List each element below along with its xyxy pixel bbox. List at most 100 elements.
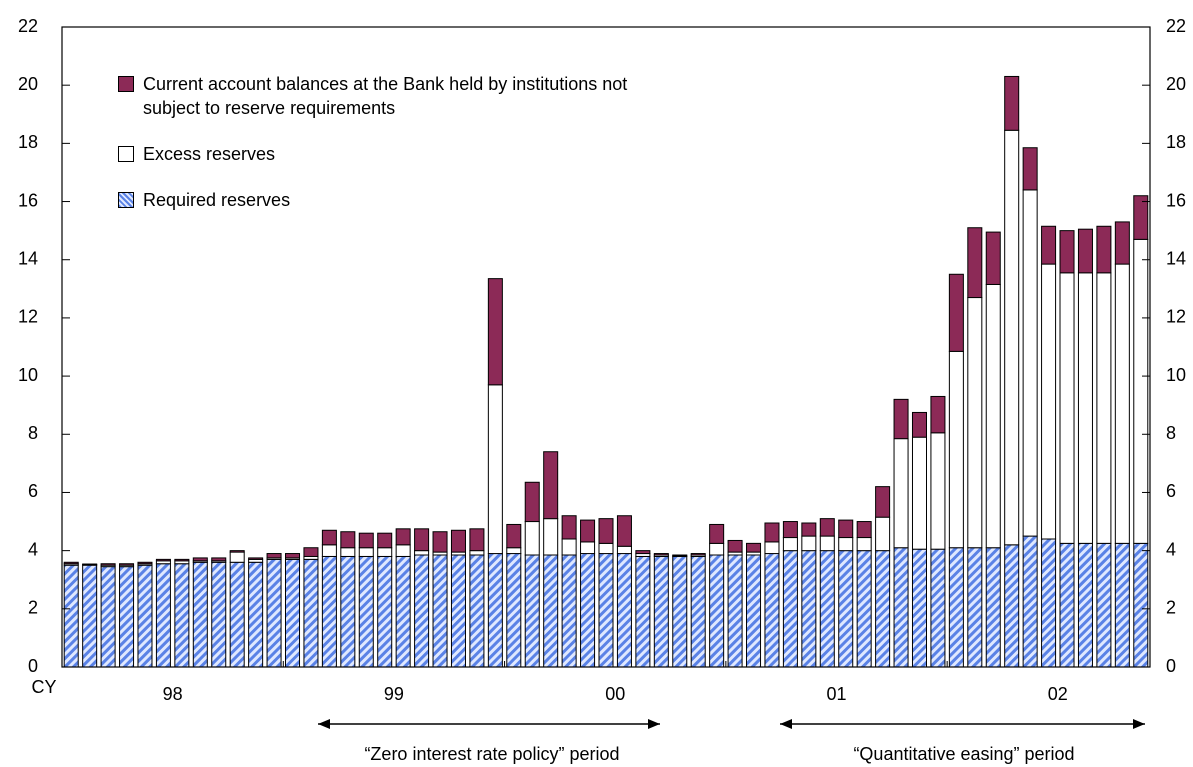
y-tick-label: 8 — [28, 423, 38, 443]
bar-segment — [948, 350, 964, 549]
bar-segment — [340, 555, 356, 668]
bar-segment — [395, 555, 411, 668]
bar-segment — [487, 278, 503, 386]
bar-segment — [524, 521, 540, 556]
bar-segment — [819, 535, 835, 552]
bar-segment — [561, 554, 577, 668]
y-tick-label: 10 — [18, 365, 38, 385]
bar-segment — [856, 550, 872, 668]
bar-segment — [1133, 195, 1149, 240]
bar-segment — [672, 555, 688, 668]
bar-segment — [967, 547, 983, 668]
bar-segment — [414, 550, 430, 556]
bar-segment — [948, 547, 964, 668]
bar-segment — [967, 297, 983, 549]
y-tick-label: 16 — [18, 190, 38, 210]
bar-segment — [543, 451, 559, 520]
bar-segment — [192, 561, 208, 668]
bar-segment — [709, 554, 725, 668]
bar-segment — [192, 557, 208, 562]
bar-segment — [598, 518, 614, 544]
legend-entry: Required reserves — [118, 188, 643, 212]
bar-segment — [358, 547, 374, 557]
bar-segment — [248, 557, 264, 560]
bar-segment — [285, 553, 301, 559]
bar-segment — [727, 539, 743, 553]
bar-segment — [469, 528, 485, 552]
bar-segment — [1096, 225, 1112, 274]
bar-segment — [119, 563, 135, 566]
bar-segment — [1059, 230, 1075, 274]
bar-segment — [174, 558, 190, 562]
bar-segment — [893, 547, 909, 668]
legend: Current account balances at the Bank hel… — [118, 72, 643, 212]
bar-segment — [266, 558, 282, 668]
bar-segment — [321, 544, 337, 557]
bar-segment — [1133, 542, 1149, 668]
y-tick-label: 14 — [18, 248, 38, 268]
bar-segment — [229, 561, 245, 668]
bar-segment — [598, 542, 614, 555]
bar-segment — [709, 523, 725, 544]
bar-segment — [469, 554, 485, 668]
bar-segment — [229, 551, 245, 563]
bar-segment — [580, 519, 596, 543]
bar-segment — [1114, 221, 1130, 265]
bar-segment — [764, 541, 780, 555]
y2-tick-label: 14 — [1166, 248, 1186, 268]
bar-segment — [63, 561, 79, 565]
bar-segment — [432, 554, 448, 668]
bar-segment — [930, 548, 946, 668]
bar-segment — [616, 545, 632, 555]
bar-segment — [580, 553, 596, 668]
bar-segment — [229, 550, 245, 553]
bar-segment — [801, 535, 817, 552]
bar-segment — [819, 518, 835, 537]
bar-segment — [561, 538, 577, 556]
bar-segment — [100, 566, 116, 668]
bar-segment — [1059, 272, 1075, 544]
bar-segment — [1096, 542, 1112, 668]
bar-segment — [1041, 263, 1057, 540]
bar-segment — [635, 555, 651, 668]
bar-segment — [395, 544, 411, 557]
bar-segment — [1041, 538, 1057, 668]
bar-segment — [358, 555, 374, 668]
bar-segment — [303, 558, 319, 668]
bar-segment — [727, 554, 743, 668]
bar-segment — [948, 273, 964, 352]
bar-segment — [1077, 542, 1093, 668]
bar-segment — [653, 553, 669, 556]
bar-segment — [1096, 272, 1112, 544]
bar-segment — [450, 529, 466, 553]
bar-segment — [137, 561, 153, 565]
bar-segment — [155, 563, 171, 668]
bar-segment — [321, 555, 337, 668]
bar-segment — [377, 532, 393, 549]
bar-segment — [875, 550, 891, 668]
x-year-label: 02 — [1048, 684, 1068, 704]
bar-segment — [285, 558, 301, 668]
bar-segment — [1133, 238, 1149, 544]
bar-segment — [543, 554, 559, 668]
legend-label: Current account balances at the Bank hel… — [143, 74, 628, 118]
y2-tick-label: 18 — [1166, 132, 1186, 152]
bar-segment — [340, 531, 356, 549]
bar-segment — [303, 547, 319, 557]
bar-segment — [967, 227, 983, 299]
bar-segment — [782, 550, 798, 668]
bar-segment — [1022, 147, 1038, 191]
y-tick-label: 12 — [18, 307, 38, 327]
bar-segment — [377, 555, 393, 668]
bar-segment — [875, 516, 891, 552]
y2-tick-label: 0 — [1166, 656, 1176, 676]
bar-segment — [782, 537, 798, 552]
bar-segment — [211, 561, 227, 668]
bar-segment — [1114, 263, 1130, 544]
bar-segment — [82, 563, 98, 566]
x-year-label: 00 — [605, 684, 625, 704]
bar-segment — [1077, 228, 1093, 274]
bar-segment — [321, 529, 337, 546]
